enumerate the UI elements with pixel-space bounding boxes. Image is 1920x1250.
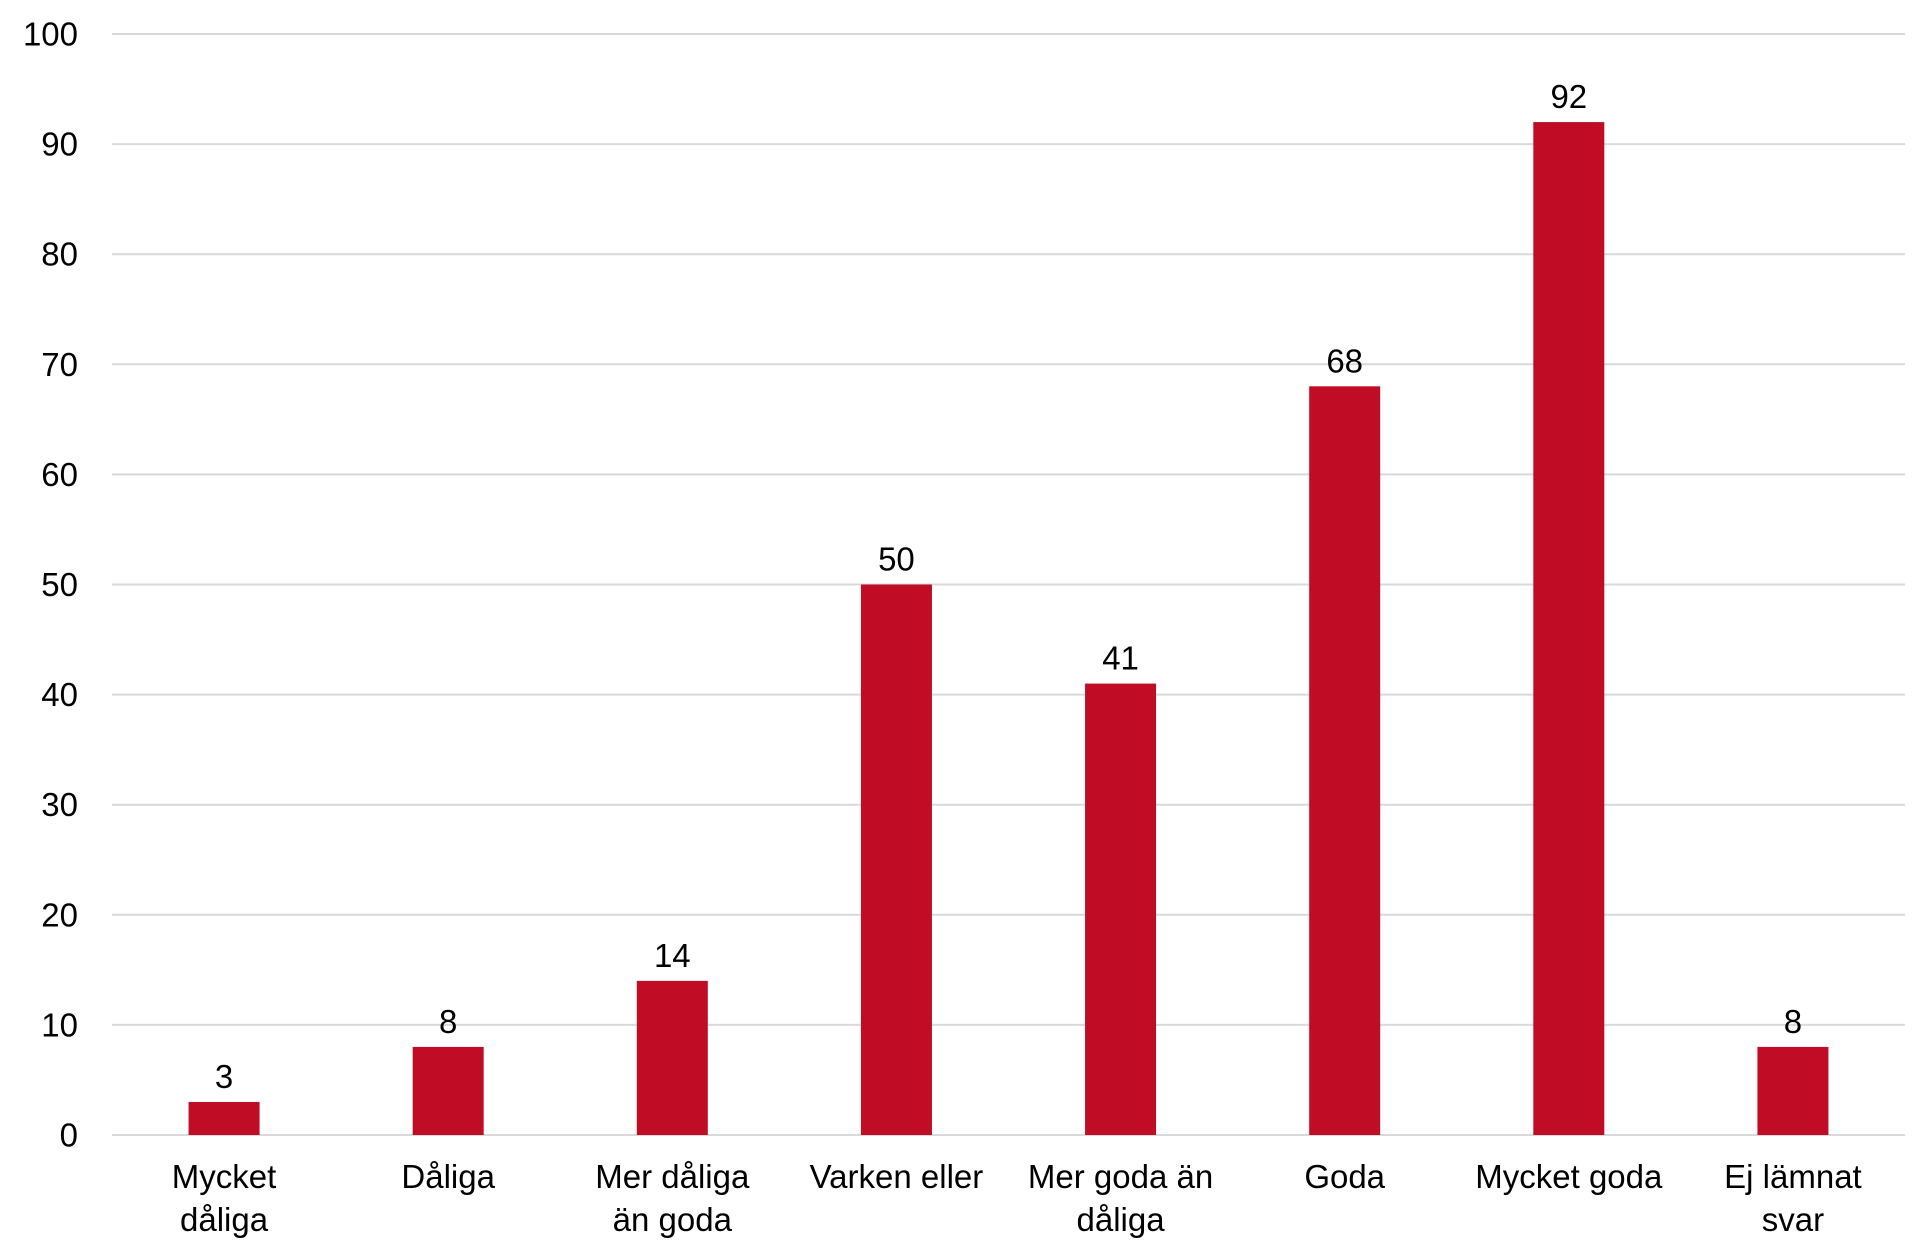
data-label: 8 [1784,1003,1802,1040]
category-label: Ej lämnat svar [1724,1158,1862,1238]
bars [188,122,1829,1135]
bar [1757,1046,1829,1135]
category-label: Varken eller [810,1158,984,1195]
y-tick-label: 70 [41,346,78,383]
y-tick-label: 60 [41,456,78,493]
data-label: 92 [1550,78,1587,115]
category-label-line: Goda [1304,1158,1385,1195]
category-label-line: Dåliga [401,1158,495,1195]
data-label: 8 [439,1003,457,1040]
y-tick-label: 90 [41,126,78,163]
category-label: Goda [1304,1158,1385,1195]
category-label: Mycket dåliga [172,1158,277,1238]
x-axis-categories: Mycket dåliga Dåliga Mer dåliga än goda Varke… [172,1158,1862,1238]
category-label: Dåliga [401,1158,495,1195]
data-label: 50 [878,541,915,578]
y-tick-label: 80 [41,236,78,273]
category-label-line: Ej lämnat [1724,1158,1862,1195]
y-axis-ticks: 0 10 20 30 40 50 60 70 80 90 100 [23,16,78,1154]
data-label: 3 [215,1058,233,1095]
bar [412,1046,484,1135]
data-labels: 3 8 14 50 41 68 92 8 [215,78,1802,1095]
bar [1309,386,1381,1135]
category-label-line: Varken eller [810,1158,984,1195]
y-tick-label: 100 [23,16,78,53]
y-tick-label: 0 [60,1117,78,1154]
y-tick-label: 20 [41,896,78,933]
y-tick-label: 30 [41,786,78,823]
bar [860,584,932,1135]
category-label-line: svar [1762,1201,1824,1238]
category-label: Mer dåliga än goda [595,1158,750,1238]
y-tick-label: 40 [41,676,78,713]
category-label: Mer goda än dåliga [1028,1158,1213,1238]
category-label-line: än goda [613,1201,733,1238]
data-label: 41 [1102,640,1139,677]
gridlines [112,33,1905,1136]
bar [1085,683,1157,1135]
category-label-line: Mycket [172,1158,277,1195]
category-label-line: Mer goda än [1028,1158,1213,1195]
data-label: 68 [1326,342,1363,379]
bar [188,1101,260,1135]
bar [636,980,708,1135]
bar [1533,122,1605,1135]
category-label-line: dåliga [180,1201,269,1238]
data-label: 14 [654,937,691,974]
y-tick-label: 50 [41,566,78,603]
category-label: Mycket goda [1475,1158,1663,1195]
category-label-line: Mer dåliga [595,1158,750,1195]
category-label-line: dåliga [1077,1201,1166,1238]
category-label-line: Mycket goda [1475,1158,1663,1195]
y-tick-label: 10 [41,1006,78,1043]
